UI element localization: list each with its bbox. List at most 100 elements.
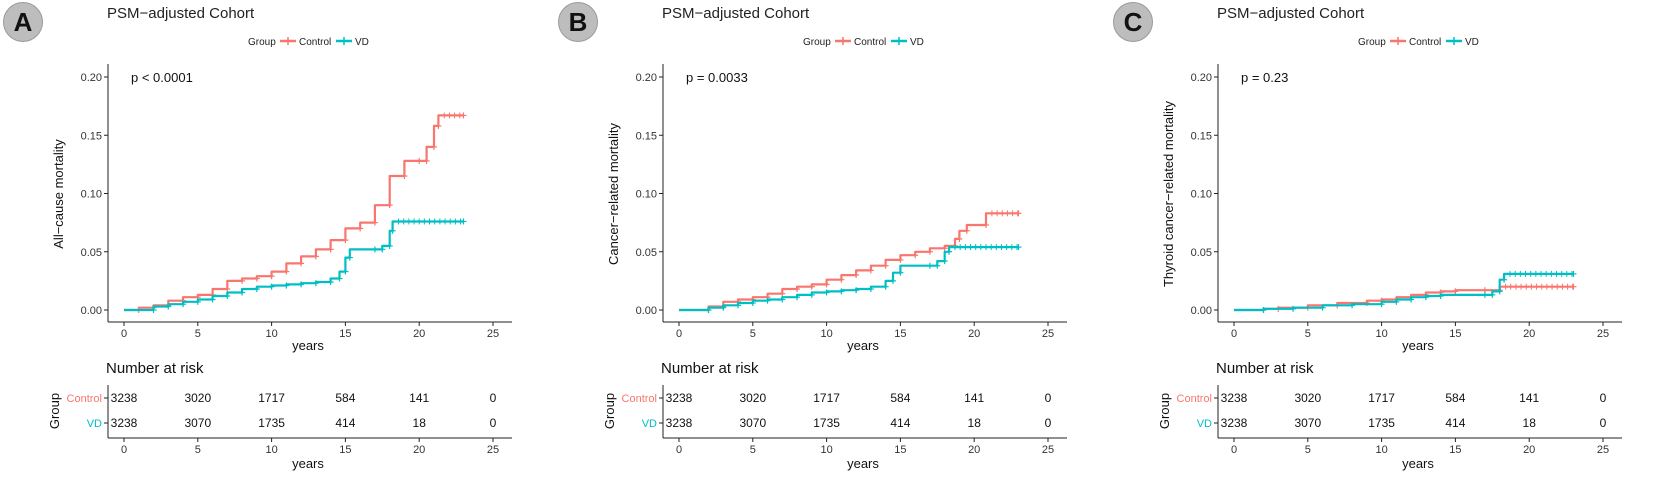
risk-y-axis-title: Group bbox=[602, 393, 617, 429]
y-tick-label: 0.05 bbox=[1191, 247, 1212, 259]
p-value: p < 0.0001 bbox=[131, 70, 193, 85]
x-tick-label: 25 bbox=[1042, 328, 1054, 340]
x-tick-label: 10 bbox=[1375, 328, 1387, 340]
y-axis-title: All−cause mortality bbox=[51, 139, 66, 249]
x-tick-label: 10 bbox=[820, 328, 832, 340]
risk-count: 0 bbox=[1045, 391, 1052, 405]
curve-vd bbox=[1234, 272, 1574, 312]
risk-row-label-vd: VD bbox=[87, 418, 102, 430]
risk-x-tick-label: 25 bbox=[1042, 444, 1054, 456]
risk-x-tick-label: 10 bbox=[265, 444, 277, 456]
risk-count: 3070 bbox=[1294, 416, 1321, 430]
x-tick-label: 15 bbox=[894, 328, 906, 340]
legend-label-control: Control bbox=[854, 37, 886, 48]
curve-vd bbox=[679, 246, 1019, 312]
risk-count: 18 bbox=[968, 416, 982, 430]
curve-vd bbox=[124, 220, 464, 312]
y-tick-label: 0.15 bbox=[636, 130, 657, 142]
y-tick-label: 0.05 bbox=[81, 247, 102, 259]
chart-title: PSM−adjusted Cohort bbox=[662, 5, 810, 22]
risk-count: 1735 bbox=[1368, 416, 1395, 430]
legend-label-vd: VD bbox=[910, 37, 924, 48]
risk-count: 1717 bbox=[1368, 391, 1395, 405]
legend-label-vd: VD bbox=[355, 37, 369, 48]
risk-count: 3020 bbox=[739, 391, 766, 405]
risk-x-axis-title: years bbox=[1402, 456, 1434, 471]
y-tick-label: 0.15 bbox=[1191, 130, 1212, 142]
risk-count: 3020 bbox=[184, 391, 211, 405]
risk-x-tick-label: 0 bbox=[676, 444, 682, 456]
x-axis-title: years bbox=[1402, 338, 1434, 353]
risk-row-label-vd: VD bbox=[1197, 418, 1212, 430]
risk-count: 1735 bbox=[813, 416, 840, 430]
x-axis-title: years bbox=[292, 338, 324, 353]
x-tick-label: 25 bbox=[487, 328, 499, 340]
legend-label-vd: VD bbox=[1465, 37, 1479, 48]
legend-label-control: Control bbox=[1409, 37, 1441, 48]
risk-x-tick-label: 0 bbox=[121, 444, 127, 456]
risk-table-title: Number at risk bbox=[1216, 360, 1314, 377]
risk-row-label-vd: VD bbox=[642, 418, 657, 430]
risk-count: 3238 bbox=[1221, 391, 1248, 405]
x-tick-label: 5 bbox=[750, 328, 756, 340]
curve-control bbox=[1234, 285, 1574, 312]
chart-title: PSM−adjusted Cohort bbox=[107, 5, 255, 22]
risk-count: 18 bbox=[413, 416, 427, 430]
curve-control bbox=[124, 114, 464, 312]
x-tick-label: 15 bbox=[1449, 328, 1461, 340]
risk-count: 0 bbox=[1600, 391, 1607, 405]
y-tick-label: 0.10 bbox=[81, 189, 102, 201]
risk-count: 414 bbox=[335, 416, 355, 430]
panel-label-c: C bbox=[1113, 2, 1153, 42]
y-tick-label: 0.15 bbox=[81, 130, 102, 142]
x-tick-label: 10 bbox=[265, 328, 277, 340]
y-tick-label: 0.05 bbox=[636, 247, 657, 259]
risk-count: 3238 bbox=[111, 391, 138, 405]
risk-table-title: Number at risk bbox=[106, 360, 204, 377]
x-tick-label: 15 bbox=[339, 328, 351, 340]
panel-b: B PSM−adjusted Cohort Group Control VD 0.00 0… bbox=[555, 0, 1110, 503]
x-tick-label: 5 bbox=[195, 328, 201, 340]
risk-count: 141 bbox=[409, 391, 429, 405]
y-tick-label: 0.10 bbox=[636, 189, 657, 201]
risk-x-tick-label: 15 bbox=[1449, 444, 1461, 456]
risk-count: 3238 bbox=[111, 416, 138, 430]
risk-count: 1717 bbox=[813, 391, 840, 405]
panel-c: C PSM−adjusted Cohort Group Control VD 0.00 0… bbox=[1110, 0, 1654, 503]
y-tick-label: 0.00 bbox=[636, 305, 657, 317]
x-tick-label: 20 bbox=[413, 328, 425, 340]
y-axis-title: Thyroid cancer−related mortality bbox=[1161, 100, 1176, 287]
panel-label-a: A bbox=[3, 2, 43, 42]
risk-count: 141 bbox=[964, 391, 984, 405]
risk-x-tick-label: 0 bbox=[1231, 444, 1237, 456]
y-axis-title: Cancer−related mortality bbox=[606, 123, 621, 265]
risk-x-tick-label: 25 bbox=[1597, 444, 1609, 456]
risk-count: 18 bbox=[1523, 416, 1537, 430]
risk-count: 3070 bbox=[739, 416, 766, 430]
risk-x-tick-label: 5 bbox=[195, 444, 201, 456]
y-tick-label: 0.20 bbox=[81, 72, 102, 84]
x-tick-label: 20 bbox=[968, 328, 980, 340]
x-tick-label: 0 bbox=[121, 328, 127, 340]
risk-count: 3020 bbox=[1294, 391, 1321, 405]
risk-x-axis-title: years bbox=[292, 456, 324, 471]
y-tick-label: 0.20 bbox=[636, 72, 657, 84]
km-chart-c: PSM−adjusted Cohort Group Control VD 0.00 0.0… bbox=[1157, 5, 1622, 471]
x-tick-label: 0 bbox=[676, 328, 682, 340]
risk-x-tick-label: 15 bbox=[894, 444, 906, 456]
chart-title: PSM−adjusted Cohort bbox=[1217, 5, 1365, 22]
y-tick-label: 0.10 bbox=[1191, 189, 1212, 201]
p-value: p = 0.23 bbox=[1241, 70, 1288, 85]
x-tick-label: 5 bbox=[1305, 328, 1311, 340]
risk-count: 0 bbox=[490, 416, 497, 430]
risk-count: 584 bbox=[890, 391, 910, 405]
km-chart-b: PSM−adjusted Cohort Group Control VD 0.00 0.0… bbox=[602, 5, 1067, 471]
panel-a: A PSM−adjusted Cohort Group Control VD 0.00 0… bbox=[0, 0, 555, 503]
p-value: p = 0.0033 bbox=[686, 70, 748, 85]
risk-count: 3238 bbox=[666, 391, 693, 405]
risk-table-title: Number at risk bbox=[661, 360, 759, 377]
risk-y-axis-title: Group bbox=[1157, 393, 1172, 429]
curve-control bbox=[679, 212, 1019, 312]
risk-count: 414 bbox=[890, 416, 910, 430]
risk-count: 1735 bbox=[258, 416, 285, 430]
